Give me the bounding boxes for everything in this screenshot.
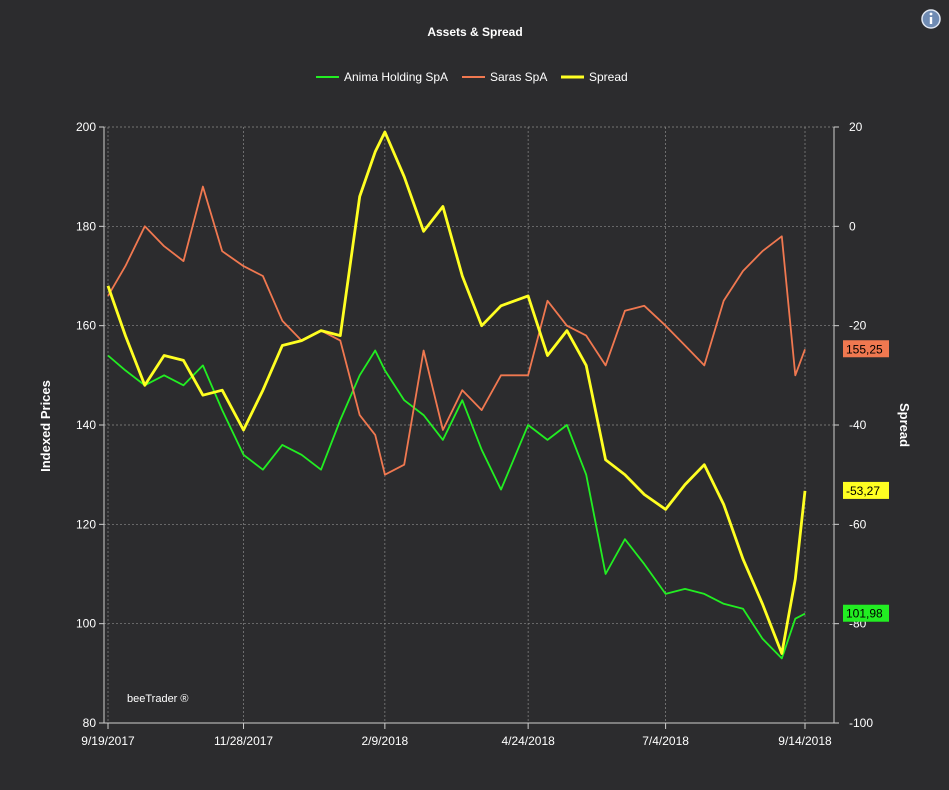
y-left-tick-label: 160 [76, 319, 96, 333]
last-value-labels: 101,98 155,25 -53,27 [843, 340, 889, 622]
y-right-axis-title: Spread [897, 403, 912, 447]
y-left-tick-label: 120 [76, 517, 96, 531]
last-value-box [843, 481, 889, 499]
y-left-tick-label: 100 [76, 617, 96, 631]
x-tick-label: 9/14/2018 [778, 734, 832, 748]
last-value-box [843, 604, 889, 622]
last-value-flag-anima: 101,98 [843, 604, 889, 622]
last-value-label-spread: -53,27 [846, 484, 880, 498]
legend-label-anima: Anima Holding SpA [344, 70, 448, 84]
series-line-saras [107, 185, 806, 476]
last-value-flag-spread: -53,27 [843, 481, 889, 499]
y-left-tick-label: 80 [83, 716, 97, 730]
y-left-tick-label: 200 [76, 120, 96, 134]
y-right-tick-label: 0 [849, 219, 856, 233]
info-icon[interactable] [921, 9, 941, 29]
y-left-tick-label: 140 [76, 418, 96, 432]
last-value-flag-saras: 155,25 [843, 340, 889, 358]
y-right-tick-label: 20 [849, 120, 863, 134]
y-right-tick-label: -20 [849, 319, 867, 333]
legend: Anima Holding SpA Saras SpA Spread [316, 70, 628, 84]
chart-title: Assets & Spread [427, 25, 522, 39]
x-tick-label: 4/24/2018 [501, 734, 555, 748]
y-left-tick-label: 180 [76, 219, 96, 233]
legend-label-saras: Saras SpA [490, 70, 547, 84]
legend-label-spread: Spread [589, 70, 628, 84]
y-right-tick-label: -60 [849, 517, 867, 531]
last-value-label-anima: 101,98 [846, 607, 883, 621]
grid-lines [104, 126, 834, 723]
y-right-tick-label: -40 [849, 418, 867, 432]
last-value-box [843, 340, 889, 358]
series-line-spread [106, 130, 807, 655]
credit-label: beeTrader ® [127, 693, 189, 705]
y-right-tick-label: -100 [849, 716, 873, 730]
x-tick-label: 7/4/2018 [642, 734, 689, 748]
series-lines [106, 130, 807, 660]
x-tick-label: 9/19/2017 [81, 734, 135, 748]
series-line-anima [107, 349, 806, 660]
x-tick-label: 11/28/2017 [214, 734, 273, 748]
last-value-label-saras: 155,25 [846, 342, 883, 356]
x-tick-label: 2/9/2018 [362, 734, 409, 748]
y-left-axis-title: Indexed Prices [38, 380, 53, 472]
